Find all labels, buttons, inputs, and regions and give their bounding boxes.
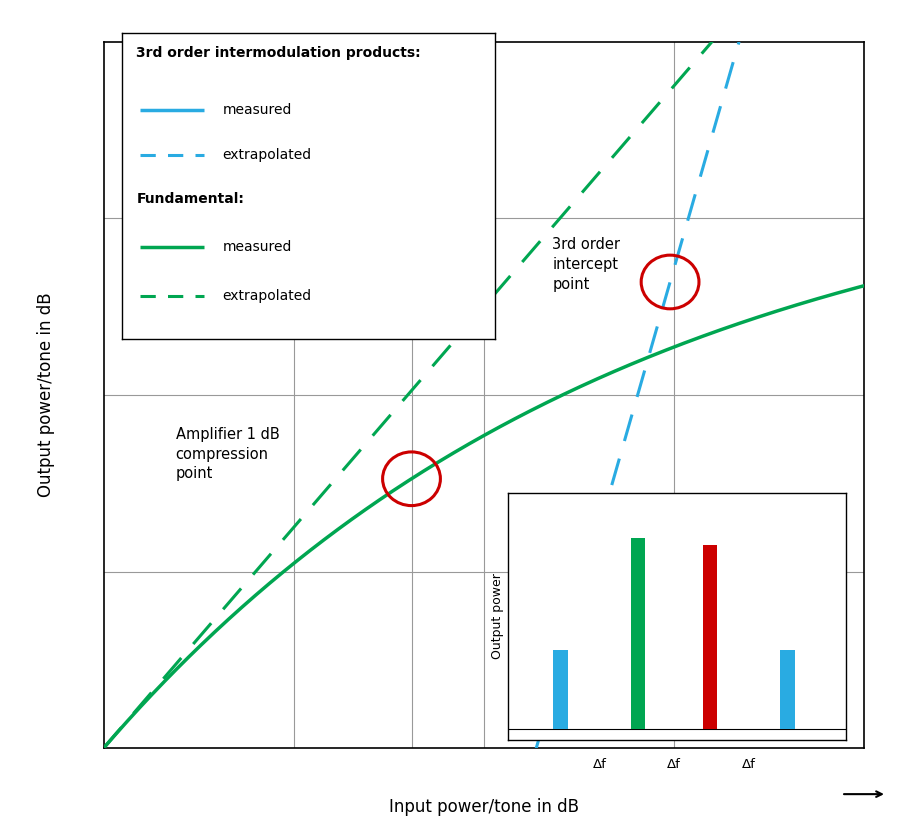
Text: measured: measured <box>222 103 292 117</box>
Text: 3rd order intermodulation products:: 3rd order intermodulation products: <box>137 46 421 59</box>
Bar <box>631 538 645 729</box>
Text: extrapolated: extrapolated <box>222 149 311 162</box>
Bar <box>554 650 568 729</box>
Y-axis label: Output power: Output power <box>491 573 504 660</box>
Text: measured: measured <box>222 240 292 254</box>
Text: 3rd order
intercept
point: 3rd order intercept point <box>553 237 620 292</box>
Text: Δf: Δf <box>592 757 607 771</box>
Bar <box>703 545 716 729</box>
Text: Δf: Δf <box>667 757 681 771</box>
Text: Input power/tone in dB: Input power/tone in dB <box>389 798 579 816</box>
Text: Δf: Δf <box>742 757 756 771</box>
Text: Output power/tone in dB: Output power/tone in dB <box>38 293 56 497</box>
Text: extrapolated: extrapolated <box>222 289 311 303</box>
Bar <box>780 650 795 729</box>
Text: Fundamental:: Fundamental: <box>137 192 244 206</box>
Text: Amplifier 1 dB
compression
point: Amplifier 1 dB compression point <box>176 426 280 482</box>
